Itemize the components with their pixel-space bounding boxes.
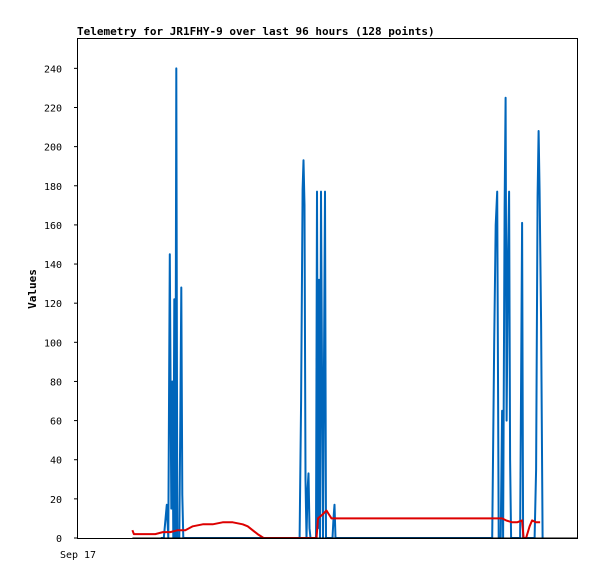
y-tick-label: 180 [44, 182, 62, 193]
y-tick-label: 80 [50, 377, 62, 388]
y-tick-label: 0 [56, 534, 62, 545]
y-axis: 0 20 40 60 80 100 120 140 160 180 200 220 240 [44, 64, 78, 545]
x-axis: Sep 17 [60, 550, 96, 561]
y-tick-label: 60 [50, 417, 62, 428]
y-tick-label: 240 [44, 64, 62, 75]
y-axis-label: Values [26, 269, 39, 309]
x-tick-label: Sep 17 [60, 550, 96, 561]
y-tick-label: 200 [44, 143, 62, 154]
plot-area [131, 67, 577, 539]
y-tick-label: 100 [44, 338, 62, 349]
y-tick-label: 40 [50, 456, 62, 467]
series-line-1 [160, 67, 544, 539]
y-tick-label: 20 [50, 495, 62, 506]
plot-frame [77, 38, 578, 539]
y-tick-label: 140 [44, 260, 62, 271]
chart-title: Telemetry for JR1FHY-9 over last 96 hour… [77, 25, 435, 38]
y-tick-label: 120 [44, 299, 62, 310]
y-tick-label: 220 [44, 103, 62, 114]
y-tick-label: 160 [44, 221, 62, 232]
